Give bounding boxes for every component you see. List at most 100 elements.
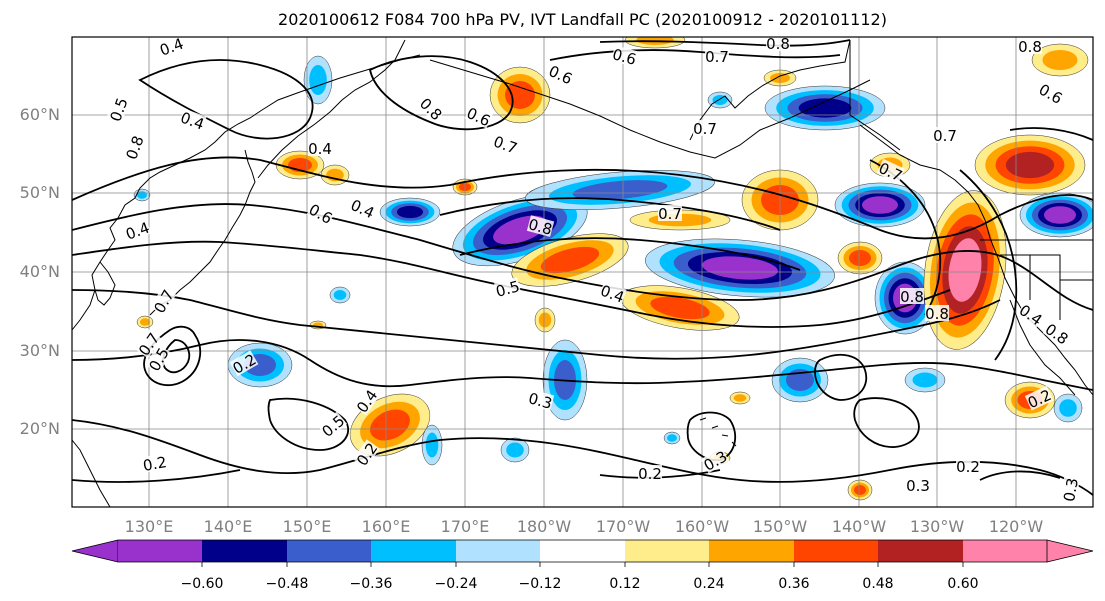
contour-label-bg bbox=[638, 465, 662, 481]
contour-label-text: 0.7 bbox=[658, 205, 682, 223]
contour-label-text: 0.8 bbox=[900, 288, 924, 306]
contour-label-bg bbox=[933, 127, 957, 143]
contour-label: 0.6 bbox=[610, 45, 639, 69]
pv-anomaly-shade bbox=[1005, 151, 1055, 179]
contour-label-bg bbox=[157, 34, 186, 58]
contour-line-10 bbox=[549, 49, 841, 61]
contour-label-bg bbox=[876, 158, 906, 184]
contour-label-bg bbox=[318, 411, 348, 440]
pv-anomaly-shade bbox=[572, 180, 668, 200]
contour-label-text: 0.3 bbox=[906, 477, 930, 495]
contour-label: 0.7 bbox=[705, 48, 729, 66]
contour-label-bg bbox=[123, 218, 152, 242]
lon-label: 180°W bbox=[517, 517, 572, 536]
contour-label-text: 0.2 bbox=[956, 458, 980, 476]
contour-label-bg bbox=[1036, 80, 1066, 107]
coast-hawaii bbox=[699, 417, 737, 447]
contour-label-bg bbox=[766, 35, 790, 51]
contour-label: 0.7 bbox=[693, 120, 717, 138]
pv-anomaly-shade bbox=[948, 238, 982, 302]
contour-line-14 bbox=[267, 397, 350, 451]
contour-label: 0.8 bbox=[526, 215, 555, 239]
pv-anomaly-shade bbox=[540, 246, 600, 274]
lat-label: 30°N bbox=[20, 341, 60, 360]
contour-label-bg bbox=[306, 200, 336, 227]
contour-label: 0.4 bbox=[178, 108, 207, 134]
contour-label-text: 0.6 bbox=[610, 45, 638, 69]
pv-anomaly-shade bbox=[650, 296, 710, 320]
contour-label-text: 0.3 bbox=[526, 389, 554, 413]
lat-label: 40°N bbox=[20, 262, 60, 281]
colorbar-segment bbox=[709, 540, 794, 562]
pv-contours bbox=[72, 39, 1093, 496]
contour-line-12 bbox=[143, 325, 202, 387]
map-title: 2020100612 F084 700 hPa PV, IVT Landfall… bbox=[278, 10, 887, 29]
colorbar-tick-label: −0.12 bbox=[519, 576, 562, 592]
contour-line-16 bbox=[853, 397, 920, 448]
coast-philippines bbox=[72, 439, 111, 507]
pv-anomaly-shade bbox=[140, 318, 150, 326]
contour-label-text: 0.2 bbox=[142, 453, 169, 475]
contour-label-bg bbox=[956, 458, 980, 474]
contour-line-4 bbox=[72, 289, 1001, 360]
contour-label-bg bbox=[141, 453, 168, 473]
colorbar-segment bbox=[963, 540, 1047, 562]
colorbar-tick-label: 0.60 bbox=[947, 576, 978, 592]
contour-label-bg bbox=[145, 344, 172, 374]
colorbar-tick-label: 0.24 bbox=[693, 576, 724, 592]
coastlines bbox=[72, 39, 1093, 507]
pv-anomaly-shade bbox=[137, 191, 147, 199]
contour-label: 0.5 bbox=[493, 277, 522, 301]
pv-anomaly-shade bbox=[712, 95, 728, 105]
contour-label-text: 0.8 bbox=[766, 35, 790, 53]
contour-label-bg bbox=[150, 286, 177, 316]
contour-label-bg bbox=[705, 48, 729, 64]
pv-anomaly-shade bbox=[1059, 399, 1077, 417]
lat-label: 20°N bbox=[20, 419, 60, 438]
colorbar-extend-high bbox=[1046, 539, 1094, 563]
lon-label: 130°E bbox=[125, 517, 174, 536]
contour-label: 0.3 bbox=[526, 389, 555, 413]
contour-label-bg bbox=[1042, 319, 1072, 347]
pv-anomaly-shade bbox=[798, 98, 852, 118]
map-frame bbox=[71, 36, 1094, 508]
contour-label-text: 0.8 bbox=[1018, 38, 1042, 56]
border-canada-alaska bbox=[849, 40, 901, 151]
pv-anomaly-shade bbox=[849, 250, 871, 266]
contour-label-bg bbox=[352, 439, 380, 469]
coast-baja bbox=[1009, 299, 1076, 396]
contour-label: 0.2 bbox=[956, 458, 980, 476]
colorbar-tick-label: 0.12 bbox=[609, 576, 640, 592]
pv-anomaly-shade bbox=[333, 290, 347, 300]
contour-label-text: 0.4 bbox=[308, 140, 332, 158]
contour-line-17 bbox=[814, 353, 868, 401]
coast-na-west bbox=[859, 124, 1093, 396]
colorbar-tick-labels: −0.60 −0.48 −0.36 −0.24 −0.12 0.12 0.24 … bbox=[181, 576, 979, 592]
pv-anomaly-shade bbox=[506, 442, 524, 458]
lon-label: 140°W bbox=[832, 517, 887, 536]
contour-label: 0.2 bbox=[141, 453, 168, 475]
contour-label-text: 0.2 bbox=[638, 465, 662, 483]
contour-label: 0.8 bbox=[925, 305, 949, 323]
colorbar-tick-label: −0.48 bbox=[266, 576, 309, 592]
colorbar-tick-label: −0.24 bbox=[435, 576, 478, 592]
coast-aleutians bbox=[429, 59, 871, 159]
pv-anomaly-shade bbox=[1044, 206, 1076, 224]
contour-label: 0.7 bbox=[933, 127, 957, 145]
colorbar-segment bbox=[878, 540, 963, 562]
colorbar-segment bbox=[202, 540, 287, 562]
contour-line-5 bbox=[72, 339, 1093, 391]
colorbar-segment bbox=[456, 540, 540, 562]
colorbar-segment bbox=[371, 540, 456, 562]
lon-label: 150°E bbox=[283, 517, 332, 536]
contour-label: 0.8 bbox=[122, 133, 148, 162]
contour-label: 0.8 bbox=[900, 288, 924, 306]
contour-label-bg bbox=[526, 215, 555, 237]
lon-label: 120°W bbox=[989, 517, 1044, 536]
contour-label: 0.7 bbox=[658, 205, 682, 223]
pv-anomaly-shade bbox=[786, 369, 814, 391]
pv-anomaly-shade bbox=[370, 409, 410, 441]
coast-korea bbox=[94, 261, 116, 306]
contour-label: 0.4 bbox=[308, 140, 332, 158]
contour-label-bg bbox=[1024, 385, 1054, 411]
